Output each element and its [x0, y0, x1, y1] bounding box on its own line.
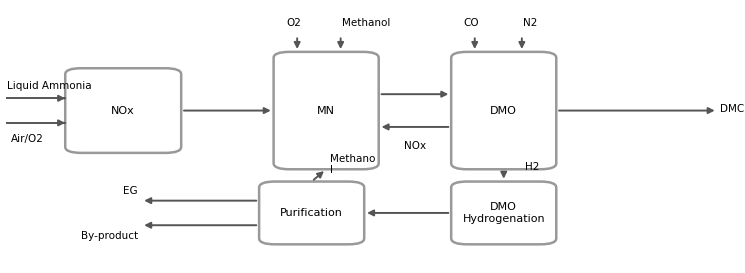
- Text: NOx: NOx: [404, 141, 426, 151]
- FancyBboxPatch shape: [451, 182, 557, 244]
- Text: CO: CO: [463, 18, 479, 28]
- Text: Methanol: Methanol: [342, 18, 390, 28]
- Text: EG: EG: [123, 186, 138, 196]
- Text: O2: O2: [286, 18, 301, 28]
- Text: NOx: NOx: [111, 106, 135, 115]
- Text: N2: N2: [523, 18, 538, 28]
- FancyBboxPatch shape: [451, 52, 557, 169]
- Text: Methano
l: Methano l: [330, 154, 375, 175]
- FancyBboxPatch shape: [66, 68, 181, 153]
- Text: DMO
Hydrogenation: DMO Hydrogenation: [463, 202, 545, 224]
- Text: H2: H2: [525, 162, 540, 172]
- Text: Air/O2: Air/O2: [11, 134, 44, 144]
- Text: By-product: By-product: [80, 231, 138, 241]
- FancyBboxPatch shape: [259, 182, 364, 244]
- FancyBboxPatch shape: [273, 52, 378, 169]
- Text: MN: MN: [317, 106, 335, 115]
- Text: DMO: DMO: [490, 106, 517, 115]
- Text: Purification: Purification: [280, 208, 343, 218]
- Text: DMC: DMC: [720, 104, 744, 114]
- Text: Liquid Ammonia: Liquid Ammonia: [7, 81, 92, 91]
